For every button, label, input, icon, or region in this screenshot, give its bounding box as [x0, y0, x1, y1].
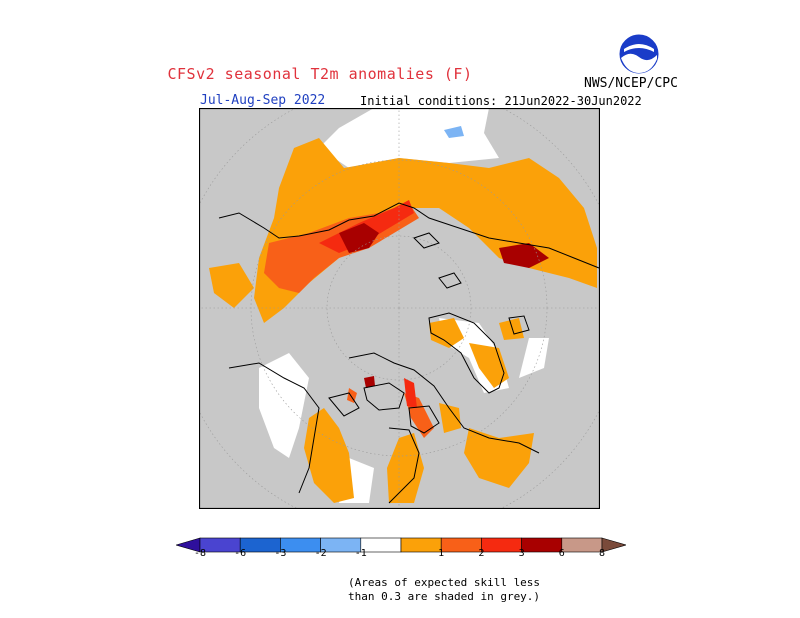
anomaly-minus-1-area — [444, 126, 464, 138]
legend-tick-label: 6 — [558, 548, 565, 559]
legend-tick-label: 1 — [438, 548, 445, 559]
noaa-logo-icon — [618, 33, 660, 75]
polar-anomaly-map — [199, 108, 600, 509]
legend-tick-label: -3 — [274, 548, 287, 559]
footnote-line-1: (Areas of expected skill less — [348, 576, 541, 589]
footnote-line-2: than 0.3 are shaded in grey.) — [348, 590, 541, 603]
skill-footnote: (Areas of expected skill less than 0.3 a… — [348, 576, 540, 604]
legend-tick-label: -2 — [314, 548, 327, 559]
anomaly-plus-6-areas — [339, 223, 549, 388]
legend-tick-label: 8 — [598, 548, 606, 559]
map-title: CFSv2 seasonal T2m anomalies (F) — [167, 65, 473, 83]
agency-label: NWS/NCEP/CPC — [584, 76, 678, 91]
anomaly-plus-1-areas — [209, 138, 597, 503]
legend-tick-label: -1 — [354, 548, 367, 559]
initial-conditions: Initial conditions: 21Jun2022-30Jun2022 — [360, 94, 642, 108]
coastlines — [218, 202, 600, 504]
legend-tick-label: 3 — [518, 548, 525, 559]
forecast-period: Jul-Aug-Sep 2022 — [200, 93, 326, 108]
legend-tick-label: -8 — [193, 548, 207, 559]
legend-tick-label: -6 — [234, 548, 247, 559]
legend-tick-label: 2 — [478, 548, 485, 559]
legend-bin-11 — [601, 537, 626, 553]
legend-colorbar — [176, 537, 626, 553]
